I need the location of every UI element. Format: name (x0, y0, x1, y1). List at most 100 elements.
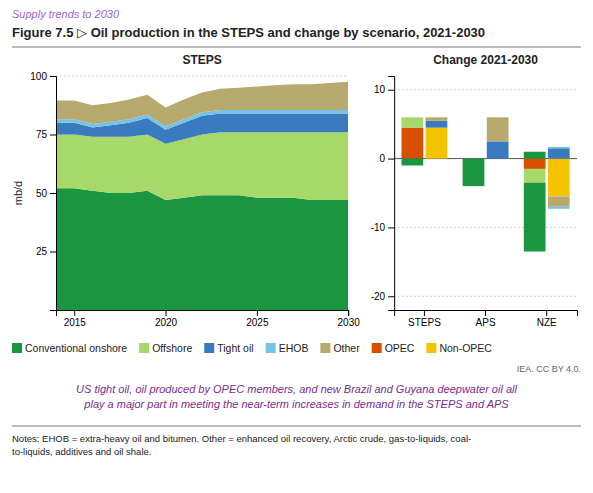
legend-label: OPEC (385, 342, 415, 354)
notes: Notes: EHOB = extra-heavy oil and bitume… (12, 433, 471, 457)
grid (394, 90, 577, 296)
x-tick: 2030 (338, 310, 361, 328)
x-axis: STEPS APS NZE (395, 310, 578, 328)
grid-line (394, 89, 577, 90)
y-tick-label: -10 (371, 222, 386, 233)
bar-segment (426, 117, 448, 120)
bar-segment (524, 152, 546, 159)
x-tick: 2020 (155, 310, 178, 328)
legend-swatch (372, 343, 382, 353)
bar-segment (401, 117, 423, 118)
y-tick-label: 100 (30, 71, 47, 82)
legend-item: Other (320, 342, 360, 354)
legend-swatch (266, 343, 276, 353)
bar-segment (401, 117, 423, 127)
y-tick-label: -20 (371, 291, 386, 302)
legend-label: Other (333, 342, 360, 354)
y-tick-mark (388, 296, 394, 297)
text-line: Notes: EHOB = extra-heavy oil and bitume… (12, 433, 471, 444)
y-axis-line (388, 77, 395, 311)
x-tick-mark (485, 310, 486, 316)
legend-label: Conventional onshore (25, 342, 127, 354)
x-tick-mark (74, 310, 75, 316)
x-tick-label: 2030 (338, 317, 361, 328)
chart-title: Change 2021-2030 (433, 53, 538, 67)
bar-segment (524, 183, 546, 252)
subtitle: Supply trends to 2030 (12, 8, 120, 20)
x-tick-label: STEPS (408, 317, 441, 328)
legend-swatch (12, 343, 22, 353)
y-tick: 0 (380, 153, 395, 164)
x-axis-line (57, 311, 349, 317)
legend-item: EHOB (266, 342, 309, 354)
notes-rule (12, 426, 581, 427)
y-axis: 25 50 75 100 (30, 71, 56, 311)
y-tick: -10 (371, 222, 394, 233)
x-axis-line (395, 311, 578, 317)
legend-swatch (426, 343, 436, 353)
text-line: US tight oil, oil produced by OPEC membe… (76, 383, 517, 395)
x-axis: 2015 2020 2025 2030 (57, 310, 361, 328)
y-tick-label: 0 (380, 153, 386, 164)
bar-segment (463, 159, 485, 187)
legend-item: Conventional onshore (12, 342, 127, 354)
credit: IEA. CC BY 4.0. (517, 364, 581, 374)
y-axis: -20 -10 0 10 (371, 77, 395, 311)
figure: Supply trends to 2030 Figure 7.5 ▷ Oil pr… (0, 0, 593, 493)
y-tick-mark (388, 227, 394, 228)
bar-segment (487, 117, 509, 141)
plot-area (56, 82, 348, 310)
legend-item: OPEC (372, 342, 415, 354)
y-tick-mark (50, 193, 56, 194)
x-tick: NZE (537, 310, 557, 328)
bar-segment (487, 117, 509, 118)
y-tick: 100 (30, 71, 56, 82)
x-tick-mark (424, 310, 425, 316)
x-tick-mark (166, 310, 167, 316)
x-tick-label: NZE (537, 317, 557, 328)
y-tick: 10 (374, 84, 394, 95)
bar-segment (548, 147, 570, 148)
bar-segment (548, 148, 570, 158)
legend-swatch (320, 343, 330, 353)
y-tick: 50 (36, 188, 56, 199)
y-tick: 75 (36, 129, 56, 140)
x-tick-mark (546, 310, 547, 316)
bar-segment (426, 117, 448, 118)
y-tick-label: 75 (36, 129, 48, 140)
area (56, 188, 348, 310)
bar-segment (548, 207, 570, 209)
bar-segment (548, 196, 570, 206)
x-tick-label: APS (476, 317, 496, 328)
legend-swatch (204, 343, 214, 353)
y-tick-mark (388, 90, 394, 91)
x-tick-mark (257, 310, 258, 316)
legend-item: Non-OPEC (426, 342, 492, 354)
bar-segment (426, 117, 448, 118)
x-tick-mark (348, 310, 349, 316)
text-line: IEA. CC BY 4.0. (517, 364, 581, 374)
legend: Conventional onshoreOffshoreTight oilEHO… (12, 342, 492, 354)
bar-segment (548, 159, 570, 197)
bar-segment (487, 141, 509, 158)
bar-segment (426, 128, 448, 159)
y-tick-mark (388, 159, 394, 160)
y-tick-label: 50 (36, 188, 48, 199)
text-line: play a major part in meeting the near-te… (83, 398, 509, 410)
x-tick: 2025 (246, 310, 269, 328)
bar-segment (401, 159, 423, 166)
bar-segment (401, 128, 423, 159)
legend-label: Non-OPEC (439, 342, 492, 354)
chart-panel: STEPS APS NZE -20 -10 0 10 Change 2021-2030 (371, 53, 578, 328)
y-tick: 25 (36, 246, 56, 257)
grid-line (394, 227, 577, 228)
y-tick-mark (50, 76, 56, 77)
x-tick: 2015 (64, 310, 87, 328)
plot-area (401, 117, 569, 251)
bar-segment (548, 148, 570, 149)
header-rule (12, 47, 581, 48)
x-tick-label: 2020 (155, 317, 178, 328)
legend-swatch (139, 343, 149, 353)
area (56, 132, 348, 200)
title: Figure 7.5 ▷ Oil production in the STEPS… (12, 25, 485, 40)
